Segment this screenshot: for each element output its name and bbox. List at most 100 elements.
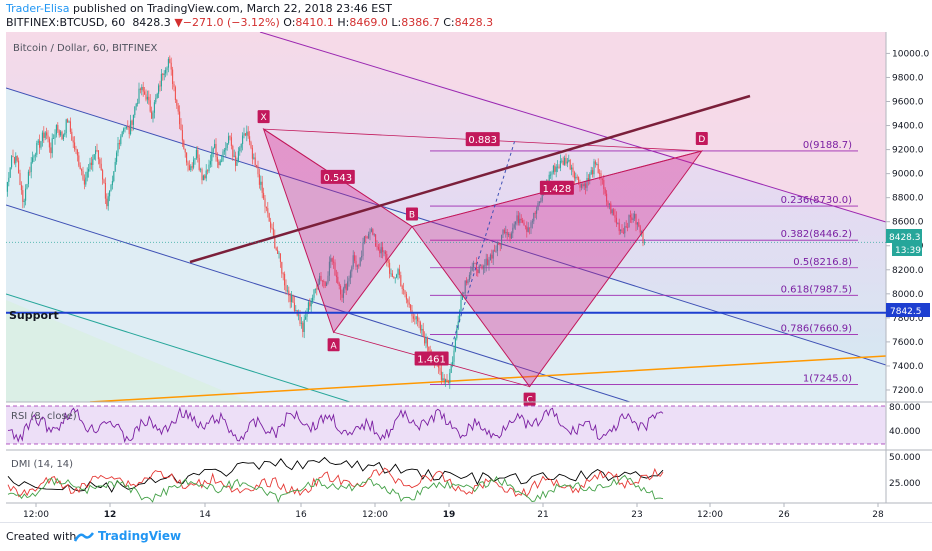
candle-body (466, 280, 468, 284)
low-value: 8386.7 (401, 16, 440, 29)
x-tick-label: 12:00 (362, 510, 388, 520)
candle-body (608, 203, 610, 205)
candle-body (320, 275, 322, 281)
candle-body (383, 251, 385, 253)
candle-body (418, 321, 420, 323)
y-tick-label: 7200.0 (892, 386, 924, 396)
candle-body (529, 227, 531, 229)
candle-body (131, 120, 133, 125)
candle-body (355, 260, 357, 267)
candle-body (445, 379, 447, 383)
candle-body (538, 201, 540, 204)
candle-body (187, 162, 189, 166)
candle-body (226, 143, 228, 148)
candle-body (54, 134, 56, 139)
candle-body (397, 269, 399, 275)
candle-body (470, 270, 472, 275)
tradingview-brand-link[interactable]: TradingView (98, 529, 182, 543)
candle-body (201, 169, 203, 181)
candle-body (254, 157, 256, 165)
candle-body (523, 222, 525, 226)
candle-body (564, 157, 566, 165)
x-tick-label: 26 (778, 510, 790, 520)
candle-body (488, 260, 490, 266)
candle-body (622, 232, 624, 234)
candle-body (377, 247, 379, 250)
candle-body (275, 248, 277, 250)
candle-body (541, 192, 543, 202)
candle-body (197, 149, 199, 159)
candle-body (596, 164, 598, 165)
candle-body (312, 297, 314, 302)
countdown-label: 13:39 (895, 246, 921, 256)
candle-body (120, 136, 122, 145)
candle-body (592, 170, 594, 175)
candle-body (124, 128, 126, 129)
candle-body (356, 265, 358, 267)
candle-body (103, 179, 105, 184)
candle-body (165, 69, 167, 74)
chart-canvas[interactable]: 7200.07400.07600.07800.08000.08200.08400… (0, 30, 932, 522)
candle-body (37, 140, 39, 144)
harmonic-point-badge (327, 338, 340, 352)
x-tick-label: 19 (443, 510, 456, 520)
candle-body (20, 184, 22, 191)
author-link[interactable]: Trader-Elisa (6, 2, 70, 15)
candle-body (566, 161, 568, 164)
candle-body (417, 316, 419, 322)
candle-body (424, 336, 426, 344)
candle-body (279, 253, 281, 263)
candle-body (583, 183, 585, 187)
candle-body (300, 322, 302, 324)
tradingview-logo-icon[interactable] (74, 531, 94, 543)
candle-body (237, 151, 239, 162)
y-axis-main: 7200.07400.07600.07800.08000.08200.08400… (885, 32, 929, 402)
harmonic-point-label: X (261, 113, 267, 123)
candle-body (349, 271, 351, 279)
candle-body (380, 247, 382, 254)
candle-body (554, 165, 556, 172)
candle-body (74, 142, 76, 150)
candle-body (86, 171, 88, 178)
candle-body (11, 156, 13, 168)
rsi-label: RSI (8, close) (11, 411, 77, 422)
candle-body (606, 193, 608, 202)
published-text: published on TradingView.com, March 22, … (69, 2, 392, 15)
candle-body (205, 170, 207, 179)
candle-body (25, 188, 27, 201)
candle-body (30, 162, 32, 172)
candle-body (200, 169, 202, 171)
candle-body (233, 155, 235, 157)
candle-body (107, 196, 109, 207)
candle-body (590, 170, 592, 175)
candle-body (354, 255, 356, 261)
candle-body (173, 83, 175, 88)
candle-body (536, 210, 538, 214)
candle-body (26, 183, 28, 189)
candle-body (166, 67, 168, 70)
y-axis-tick-labels: 7200.07400.07600.07800.08000.08200.08400… (886, 49, 929, 396)
candle-body (177, 105, 179, 112)
y-tick-label: 8000.0 (892, 290, 924, 300)
candle-body (12, 156, 14, 158)
candle-body (249, 136, 251, 143)
candle-body (186, 152, 188, 163)
main-pane: 7200.07400.07600.07800.08000.08200.08400… (6, 32, 930, 406)
candle-body (278, 253, 280, 255)
candle-body (181, 130, 183, 141)
candle-body (68, 121, 70, 123)
candle-body (246, 131, 248, 136)
harmonic-point-label: C (526, 396, 532, 406)
candle-body (373, 234, 375, 236)
candle-body (492, 250, 494, 259)
candle-body (618, 222, 620, 231)
candle-body (365, 236, 367, 238)
candle-body (480, 265, 482, 267)
x-axis-tick-labels: 12:00 12 14 16 12:00 19 21 23 12:00 26 28 (23, 503, 884, 520)
candle-body (636, 222, 638, 225)
fib-level-label: 0.236(8730.0) (781, 195, 853, 206)
candle-body (510, 233, 512, 239)
candle-body (9, 167, 11, 178)
candle-body (137, 102, 139, 104)
y-tick-label: 7600.0 (892, 338, 924, 348)
